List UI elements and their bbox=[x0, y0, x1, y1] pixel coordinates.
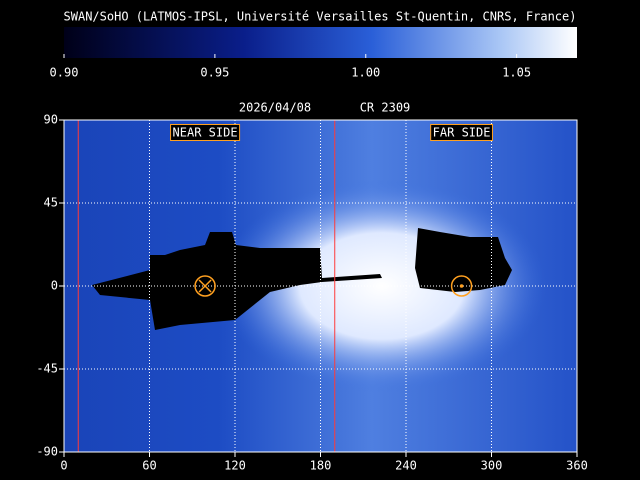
side-label: FAR SIDE bbox=[433, 126, 491, 140]
x-tick-label: 60 bbox=[142, 459, 156, 473]
y-tick-label: 45 bbox=[44, 196, 58, 210]
rotation-label: CR 2309 bbox=[360, 101, 411, 115]
colorbar bbox=[64, 27, 577, 58]
chart-title: SWAN/SoHO (LATMOS-IPSL, Université Versa… bbox=[64, 10, 577, 24]
date-label: 2026/04/08 bbox=[239, 101, 311, 115]
far-side-dot bbox=[459, 284, 464, 288]
x-tick-label: 120 bbox=[224, 459, 246, 473]
plot-frame bbox=[63, 119, 578, 453]
colorbar-tick-label: 1.05 bbox=[502, 66, 531, 80]
side-label: NEAR SIDE bbox=[173, 126, 238, 140]
colorbar-tick-label: 0.95 bbox=[200, 66, 229, 80]
x-tick-label: 360 bbox=[566, 459, 588, 473]
side-label-box bbox=[170, 124, 241, 141]
x-tick-label: 0 bbox=[60, 459, 67, 473]
x-tick-label: 300 bbox=[481, 459, 503, 473]
near-side-cross bbox=[198, 279, 212, 293]
side-label-box bbox=[430, 124, 493, 141]
colorbar-tick-label: 0.90 bbox=[50, 66, 79, 80]
y-tick-label: 90 bbox=[44, 113, 58, 127]
y-tick-label: -90 bbox=[36, 445, 58, 459]
colorbar-tick-label: 1.00 bbox=[351, 66, 380, 80]
y-tick-label: 0 bbox=[51, 279, 58, 293]
near-side-marker bbox=[194, 275, 216, 297]
x-tick-label: 180 bbox=[310, 459, 332, 473]
y-tick-label: -45 bbox=[36, 362, 58, 376]
far-side-marker bbox=[450, 275, 473, 297]
x-tick-label: 240 bbox=[395, 459, 417, 473]
